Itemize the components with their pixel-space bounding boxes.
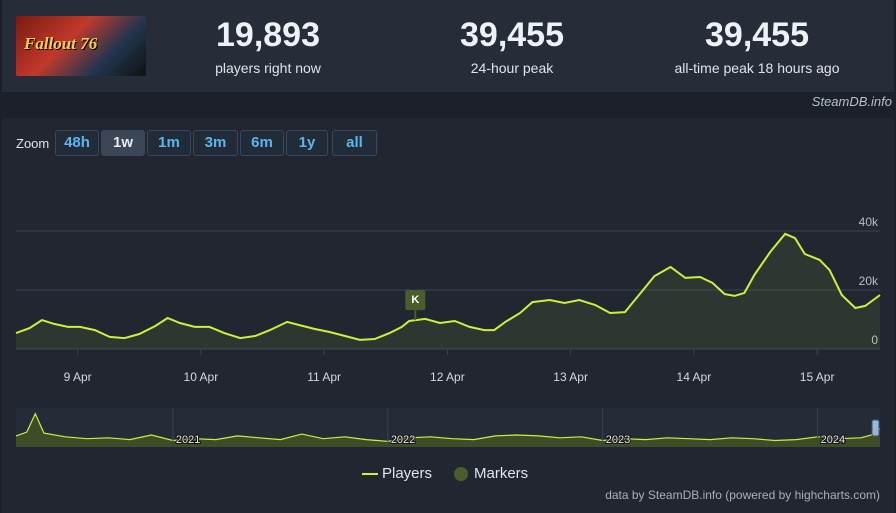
- y-tick-label: 40k: [859, 215, 879, 229]
- x-tick-label: 14 Apr: [677, 370, 712, 384]
- stat-value: 39,455: [705, 16, 809, 54]
- navigator-tick-label: 2023: [606, 434, 630, 446]
- navigator-tick-label: 2022: [391, 434, 415, 446]
- credits: data by SteamDB.info (powered by highcha…: [605, 488, 880, 502]
- zoom-button[interactable]: 48h: [55, 130, 99, 156]
- source: SteamDB.info: [811, 94, 892, 109]
- logo-text: Fallout 76: [24, 34, 98, 53]
- navigator-handle: [871, 419, 880, 437]
- x-tick-label: 15 Apr: [800, 370, 835, 384]
- stat: 39,455 all-time peak 18 hours ago: [637, 16, 877, 76]
- stat-value: 39,455: [460, 16, 564, 54]
- stat: 39,455 24-hour peak: [392, 16, 632, 76]
- stat-label: all-time peak 18 hours ago: [674, 60, 840, 76]
- area: [16, 233, 880, 349]
- zoom-label: Zoom: [16, 136, 50, 151]
- game-logo: Fallout 76: [16, 16, 146, 76]
- marker: [405, 290, 426, 311]
- y-tick-label: 20k: [859, 274, 879, 288]
- navigator-tick-label: 2024: [821, 434, 845, 446]
- stat-label: players right now: [215, 60, 321, 76]
- x-tick-label: 9 Apr: [64, 370, 92, 384]
- x-tick-label: 13 Apr: [553, 370, 588, 384]
- x-tick-label: 10 Apr: [184, 370, 219, 384]
- stat-value: 19,893: [216, 16, 320, 54]
- zoom-button[interactable]: 1y: [286, 130, 328, 156]
- chart-panel: [2, 118, 894, 513]
- navigator-tick-label: 2021: [176, 434, 200, 446]
- x-tick-label: 11 Apr: [307, 370, 341, 384]
- zoom-button[interactable]: 1w: [101, 130, 145, 156]
- navigator-area: [16, 413, 880, 447]
- zoom-button[interactable]: 3m: [193, 130, 238, 156]
- legend-label: Players: [382, 465, 432, 482]
- navigator-line: [15, 412, 881, 443]
- line: [15, 232, 881, 341]
- y-tick-label: 0: [871, 333, 878, 347]
- marker-label: K: [411, 294, 419, 306]
- zoom-button[interactable]: all: [332, 130, 377, 156]
- zoom-button[interactable]: 1m: [147, 130, 191, 156]
- legend-marker: [454, 467, 468, 481]
- stat-label: 24-hour peak: [470, 60, 554, 76]
- legend-label: Markers: [474, 465, 528, 482]
- stat: 19,893 players right now: [148, 16, 388, 76]
- zoom-button[interactable]: 6m: [240, 130, 284, 156]
- x-tick-label: 12 Apr: [430, 370, 465, 384]
- header: Fallout 76 19,893 players right now 39,45…: [2, 0, 894, 92]
